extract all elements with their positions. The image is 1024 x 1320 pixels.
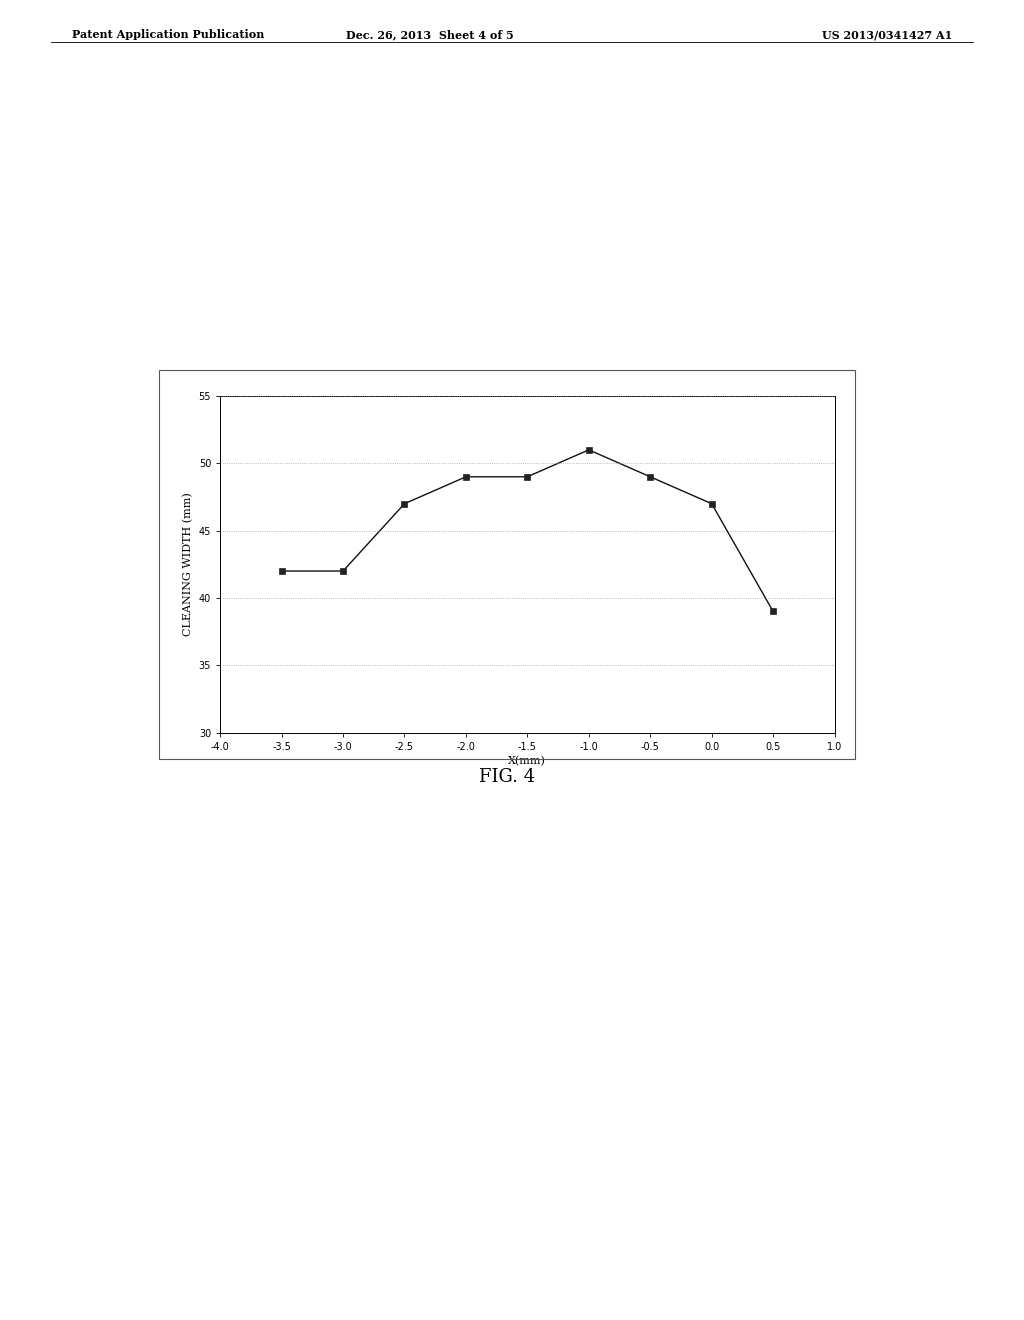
Text: US 2013/0341427 A1: US 2013/0341427 A1 [822, 29, 952, 40]
Text: Dec. 26, 2013  Sheet 4 of 5: Dec. 26, 2013 Sheet 4 of 5 [346, 29, 514, 40]
Text: FIG. 4: FIG. 4 [479, 768, 535, 787]
Y-axis label: CLEANING WIDTH (mm): CLEANING WIDTH (mm) [182, 492, 194, 636]
X-axis label: X(mm): X(mm) [509, 756, 546, 766]
Text: Patent Application Publication: Patent Application Publication [72, 29, 264, 40]
